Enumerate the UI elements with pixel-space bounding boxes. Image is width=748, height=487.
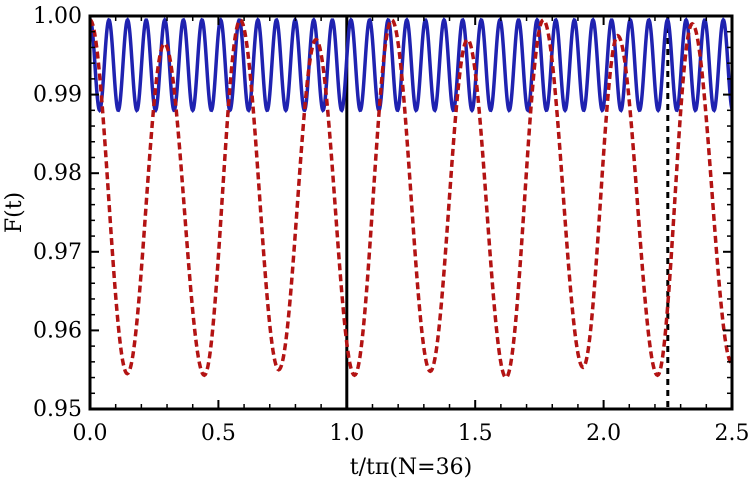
- x-tick-label: 2.0: [586, 421, 621, 446]
- x-tick-label: 1.5: [458, 421, 493, 446]
- x-axis-label: t/tπ(N=36): [350, 455, 472, 480]
- series-line-solid-blue: [90, 17, 732, 114]
- y-tick-label: 0.97: [33, 240, 82, 265]
- y-tick-label: 0.96: [33, 318, 82, 343]
- x-tick-label: 0.0: [73, 421, 108, 446]
- y-tick-label: 1.00: [33, 4, 82, 29]
- y-tick-label: 0.95: [33, 397, 82, 422]
- series-group: [90, 17, 732, 380]
- plot-frame: [88, 14, 734, 411]
- y-tick-label: 0.98: [33, 161, 82, 186]
- x-axis-ticks: 0.0 0.5 1.0 1.5 2.0 2.5: [73, 16, 748, 446]
- y-axis-label: F(t): [2, 192, 27, 233]
- y-axis-ticks: 0.95 0.96 0.97 0.98 0.99 1.00: [33, 4, 732, 422]
- x-tick-label: 0.5: [201, 421, 236, 446]
- y-tick-label: 0.99: [33, 83, 82, 108]
- x-tick-label: 2.5: [715, 421, 748, 446]
- series-line-dashed-red: [90, 17, 732, 380]
- x-tick-label: 1.0: [329, 421, 364, 446]
